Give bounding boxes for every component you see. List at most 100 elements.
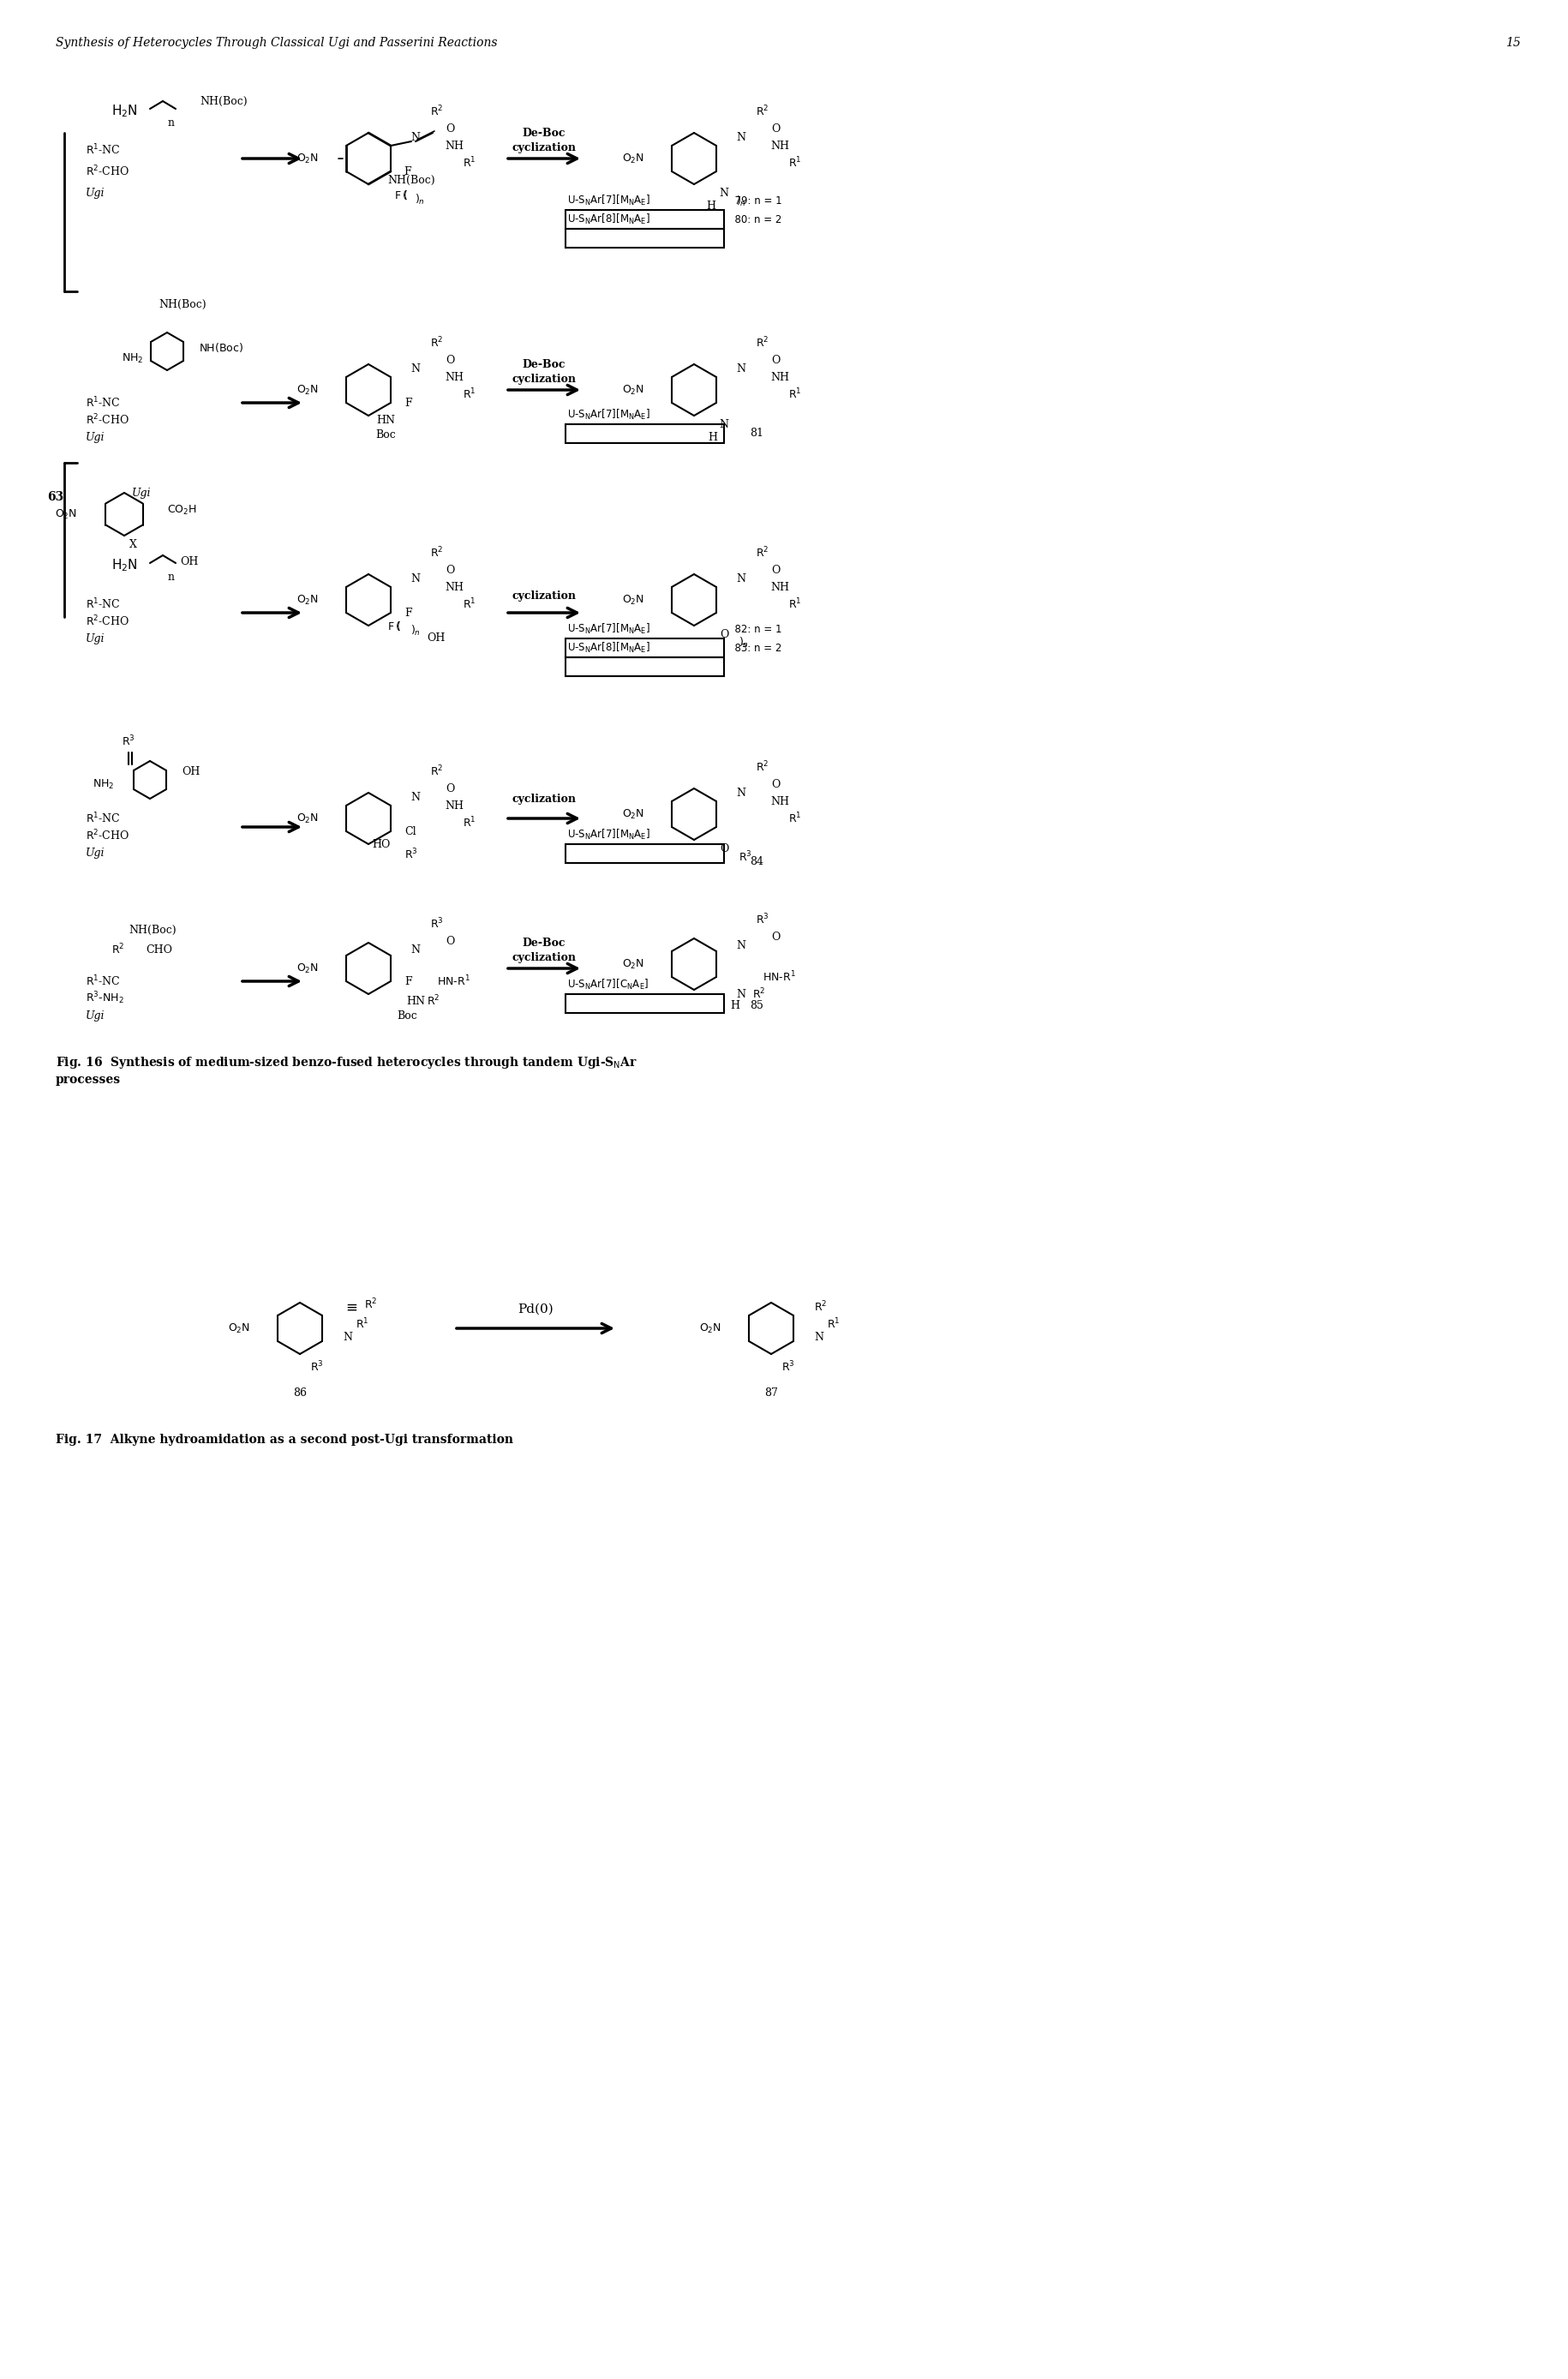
Text: $\rm R^3$: $\rm R^3$ — [310, 1361, 323, 1375]
Text: NH: NH — [444, 580, 463, 592]
Text: H: H — [706, 200, 715, 212]
Text: N: N — [735, 364, 745, 374]
Text: $\rm R^2$: $\rm R^2$ — [364, 1297, 378, 1311]
Text: 15: 15 — [1505, 36, 1519, 50]
Text: 85: 85 — [750, 999, 764, 1011]
Text: $\rm O_2N$: $\rm O_2N$ — [296, 961, 318, 975]
Text: $\rm R^2$: $\rm R^2$ — [814, 1299, 826, 1313]
Text: 84: 84 — [750, 856, 764, 866]
Text: OH: OH — [426, 633, 445, 642]
Text: 86: 86 — [293, 1387, 307, 1399]
Text: Fig. 16  Synthesis of medium-sized benzo-fused heterocycles through tandem Ugi-S: Fig. 16 Synthesis of medium-sized benzo-… — [55, 1054, 637, 1071]
Text: NH: NH — [770, 140, 789, 152]
Text: NH: NH — [444, 799, 463, 811]
Text: U-S$_\mathrm{N}$Ar[7][M$_\mathrm{N}$A$_\mathrm{E}$]: U-S$_\mathrm{N}$Ar[7][M$_\mathrm{N}$A$_\… — [568, 828, 651, 842]
Text: 63: 63 — [47, 490, 64, 502]
Text: Ugi: Ugi — [132, 488, 151, 497]
Text: $\rm F\,(\!\!($: $\rm F\,(\!\!($ — [394, 188, 408, 200]
Bar — [564, 638, 723, 657]
Text: $\rm R^1$: $\rm R^1$ — [463, 388, 477, 402]
Text: N: N — [735, 990, 745, 999]
Text: HN: HN — [376, 414, 395, 426]
Text: N: N — [342, 1332, 351, 1342]
Text: NH(Boc): NH(Boc) — [158, 300, 205, 309]
Text: N: N — [735, 131, 745, 143]
Text: H: H — [707, 431, 717, 442]
Text: $\rm R^1$-NC: $\rm R^1$-NC — [86, 973, 121, 987]
Text: $\rm CO_2H$: $\rm CO_2H$ — [166, 504, 198, 516]
Text: $\rm O_2N$: $\rm O_2N$ — [622, 592, 644, 607]
Text: $\rm R^2$: $\rm R^2$ — [430, 105, 444, 119]
Bar — [564, 994, 723, 1013]
Text: $\rm H_2N$: $\rm H_2N$ — [111, 102, 138, 119]
Text: O: O — [770, 778, 779, 790]
Text: $\rm R^2$: $\rm R^2$ — [430, 764, 444, 778]
Text: $\equiv$: $\equiv$ — [342, 1299, 358, 1313]
Text: Boc: Boc — [375, 428, 395, 440]
Text: CHO: CHO — [146, 944, 172, 954]
Text: $\rm R^1$: $\rm R^1$ — [463, 597, 477, 611]
Text: O: O — [445, 124, 455, 133]
Text: U-S$_\mathrm{N}$Ar[7][M$_\mathrm{N}$A$_\mathrm{E}$]: U-S$_\mathrm{N}$Ar[7][M$_\mathrm{N}$A$_\… — [568, 407, 651, 421]
Text: $\rm R^1$: $\rm R^1$ — [826, 1318, 840, 1332]
Text: 82: n = 1: 82: n = 1 — [728, 623, 781, 635]
Text: Ugi: Ugi — [86, 1011, 105, 1021]
Text: NH(Boc): NH(Boc) — [129, 925, 176, 935]
Text: $\rm R^3\text{-}NH_2$: $\rm R^3\text{-}NH_2$ — [86, 990, 124, 1006]
Bar — [564, 845, 723, 864]
Text: 80: n = 2: 80: n = 2 — [728, 214, 781, 226]
Text: $\rm O_2N$: $\rm O_2N$ — [622, 152, 644, 164]
Text: Ugi: Ugi — [86, 431, 105, 442]
Text: H: H — [731, 999, 740, 1011]
Text: $)_n$: $)_n$ — [735, 195, 746, 209]
Text: $\rm R^1$: $\rm R^1$ — [789, 388, 801, 402]
Text: Ugi: Ugi — [86, 188, 105, 197]
Text: $\rm O_2N$: $\rm O_2N$ — [296, 592, 318, 607]
Text: $\rm R^1$: $\rm R^1$ — [789, 155, 801, 169]
Text: $\rm R^2$-CHO: $\rm R^2$-CHO — [86, 414, 129, 428]
Text: $\rm R^3$: $\rm R^3$ — [430, 916, 444, 930]
Text: Ugi: Ugi — [86, 633, 105, 645]
Text: cyclization: cyclization — [511, 143, 575, 152]
Text: U-S$_\mathrm{N}$Ar[8][M$_\mathrm{N}$A$_\mathrm{E}$]: U-S$_\mathrm{N}$Ar[8][M$_\mathrm{N}$A$_\… — [568, 212, 651, 226]
Text: U-S$_\mathrm{N}$Ar[7][M$_\mathrm{N}$A$_\mathrm{E}$]: U-S$_\mathrm{N}$Ar[7][M$_\mathrm{N}$A$_\… — [568, 623, 651, 635]
Text: NH: NH — [770, 371, 789, 383]
Text: O: O — [770, 354, 779, 366]
Bar — [564, 209, 723, 228]
Text: $\rm NH(Boc)$: $\rm NH(Boc)$ — [199, 340, 243, 354]
Text: N: N — [411, 573, 420, 583]
Text: $\rm R^2$: $\rm R^2$ — [426, 994, 439, 1009]
Text: $\rm O_2N$: $\rm O_2N$ — [296, 383, 318, 397]
Text: De-Boc: De-Boc — [522, 126, 566, 138]
Text: $\rm R^2$: $\rm R^2$ — [111, 942, 124, 956]
Text: N: N — [718, 188, 729, 197]
Text: 81: 81 — [750, 428, 764, 438]
Text: HO: HO — [372, 837, 390, 849]
Text: N: N — [735, 787, 745, 799]
Text: N: N — [411, 364, 420, 374]
Text: O: O — [770, 564, 779, 576]
Bar — [564, 423, 723, 442]
Text: $)_n$: $)_n$ — [739, 635, 748, 649]
Text: Boc: Boc — [397, 1011, 417, 1021]
Text: n: n — [168, 571, 174, 583]
Text: $\rm R^2$: $\rm R^2$ — [430, 545, 444, 559]
Text: NH: NH — [444, 140, 463, 152]
Text: $\rm HN\text{-}R^1$: $\rm HN\text{-}R^1$ — [437, 973, 470, 987]
Text: O: O — [445, 935, 455, 947]
Text: NH: NH — [770, 795, 789, 806]
Text: OH: OH — [182, 766, 199, 778]
Text: $)_n$: $)_n$ — [414, 193, 425, 207]
Text: F: F — [405, 607, 412, 619]
Text: $\rm R^2$: $\rm R^2$ — [756, 335, 768, 350]
Text: De-Boc: De-Boc — [522, 937, 566, 949]
Text: $\rm O_2N$: $\rm O_2N$ — [296, 811, 318, 826]
Text: O: O — [720, 628, 728, 640]
Text: $\rm O_2N$: $\rm O_2N$ — [296, 152, 318, 164]
Text: $\rm R^3$: $\rm R^3$ — [122, 735, 135, 749]
Text: $)_n$: $)_n$ — [411, 623, 420, 638]
Text: U-S$_\mathrm{N}$Ar[7][M$_\mathrm{N}$A$_\mathrm{E}$]: U-S$_\mathrm{N}$Ar[7][M$_\mathrm{N}$A$_\… — [568, 193, 651, 207]
Text: $\rm R^1$: $\rm R^1$ — [789, 597, 801, 611]
Text: $\rm O_2N$: $\rm O_2N$ — [55, 507, 77, 521]
Text: De-Boc: De-Boc — [522, 359, 566, 369]
